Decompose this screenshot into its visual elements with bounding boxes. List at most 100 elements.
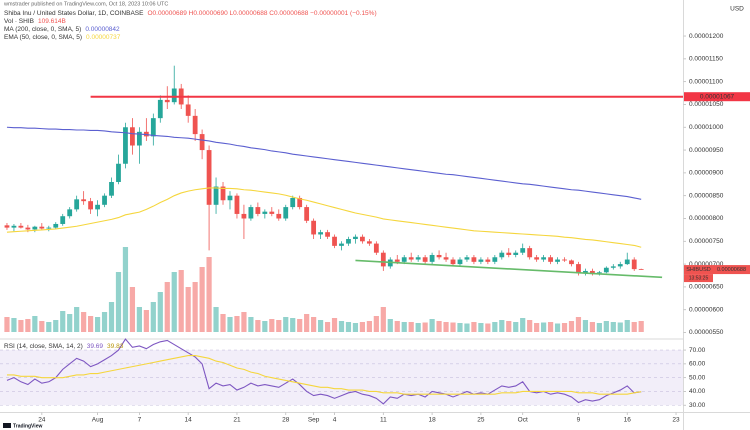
candle-body	[269, 211, 275, 214]
candle-body	[603, 267, 609, 273]
volume-bar	[492, 322, 498, 332]
volume-bar	[185, 287, 191, 332]
x-tick-label: 14	[185, 417, 193, 424]
y-tick-label: 0.00001100	[689, 78, 723, 85]
y-tick-label: 0.00000850	[689, 192, 724, 199]
volume-bar	[290, 318, 296, 332]
candle-body	[576, 264, 581, 274]
y-tick-label: 0.00001000	[689, 124, 724, 131]
candle-body	[255, 207, 261, 214]
x-tick-label: 21	[233, 417, 241, 424]
volume-bar	[603, 321, 609, 332]
ema-legend: EMA (50, close, 0, SMA, 5) 0.00000737	[4, 34, 121, 41]
candle-body	[11, 225, 17, 228]
x-tick-label: 25	[477, 417, 485, 424]
candle-body	[290, 197, 296, 208]
volume-bar	[32, 316, 38, 332]
candle-body	[227, 195, 233, 201]
volume-bar	[506, 321, 512, 332]
countdown-box	[684, 274, 713, 283]
volume-bar	[561, 323, 568, 332]
candle-body	[436, 254, 442, 258]
candle-body	[360, 236, 365, 242]
candle-body	[276, 213, 282, 219]
volume-bar	[527, 320, 533, 332]
marks-layer	[4, 65, 683, 405]
y-tick-label: 0.00001150	[689, 56, 723, 63]
candle-body	[583, 270, 588, 274]
candle-body	[248, 207, 254, 219]
candle-body	[624, 259, 630, 265]
volume-bar	[610, 322, 616, 332]
volume-bar	[345, 322, 352, 332]
volume-bar	[171, 272, 177, 332]
volume-bar	[589, 322, 595, 332]
volume-bar	[150, 302, 156, 332]
x-tick-label: 23	[672, 417, 680, 424]
volume-bar	[88, 316, 94, 332]
candle-body	[136, 131, 142, 146]
volume-bar	[485, 323, 491, 332]
candle-body	[394, 259, 400, 262]
volume-value: 109.614B	[38, 18, 66, 25]
candle-body	[109, 182, 114, 196]
volume-bar	[311, 317, 317, 332]
candle-body	[102, 195, 107, 205]
volume-bar	[164, 282, 170, 332]
volume-bar	[554, 323, 561, 332]
candle-body	[555, 259, 560, 262]
candle-body	[60, 216, 66, 224]
x-tick-label: Sep	[308, 417, 320, 424]
volume-bar	[366, 321, 372, 332]
candle-body	[213, 186, 219, 205]
volume-bar	[248, 317, 254, 332]
volume-bar	[220, 314, 226, 332]
candle-body	[297, 197, 303, 208]
y-tick-label: 30.00	[689, 402, 706, 409]
candle-body	[464, 257, 470, 260]
volume-bar	[157, 292, 163, 332]
published-note: wmstrader published on TradingView.com, …	[3, 1, 168, 7]
candle-body	[4, 225, 10, 228]
branding: TradingView	[13, 423, 42, 429]
candle-body	[415, 257, 421, 260]
volume-bar	[108, 302, 115, 332]
candle-body	[346, 239, 351, 244]
candle-body	[283, 207, 289, 219]
candle-body	[548, 257, 553, 262]
rsi-pane	[0, 340, 683, 412]
volume-bar	[234, 316, 240, 332]
y-tick-label: 0.00000750	[689, 238, 724, 245]
volume-bar	[67, 314, 73, 332]
volume-bar	[74, 307, 80, 332]
candle-body	[478, 259, 484, 262]
candle-body	[527, 248, 533, 258]
volume-bar	[60, 311, 66, 332]
candle-body	[506, 252, 512, 255]
volume-bar	[401, 322, 407, 332]
currency-label: USD	[730, 6, 744, 13]
volume-bar	[304, 314, 310, 332]
volume-bar	[25, 319, 31, 332]
candle-body	[534, 257, 540, 260]
volume-bar	[213, 307, 219, 332]
volume-bar	[373, 316, 379, 332]
candle-body	[485, 259, 491, 262]
candle-body	[443, 257, 449, 260]
candle-body	[88, 201, 94, 210]
series-line	[6, 338, 642, 405]
series-line	[6, 126, 642, 200]
candle-body	[192, 115, 198, 135]
candle-body	[130, 127, 135, 146]
candle-body	[631, 259, 637, 270]
candle-body	[234, 195, 240, 214]
candle-body	[25, 227, 31, 230]
candle-body	[596, 272, 602, 274]
volume-bar	[317, 320, 324, 332]
volume-bar	[547, 322, 554, 332]
symbol-legend: Shiba Inu / United States Dollar, 1D, CO…	[4, 10, 377, 17]
y-tick-label: 0.00000800	[689, 215, 724, 222]
y-tick-label: 0.00000700	[689, 261, 724, 268]
ma-legend: MA (200, close, 0, SMA, 5) 0.00000842	[4, 26, 120, 33]
